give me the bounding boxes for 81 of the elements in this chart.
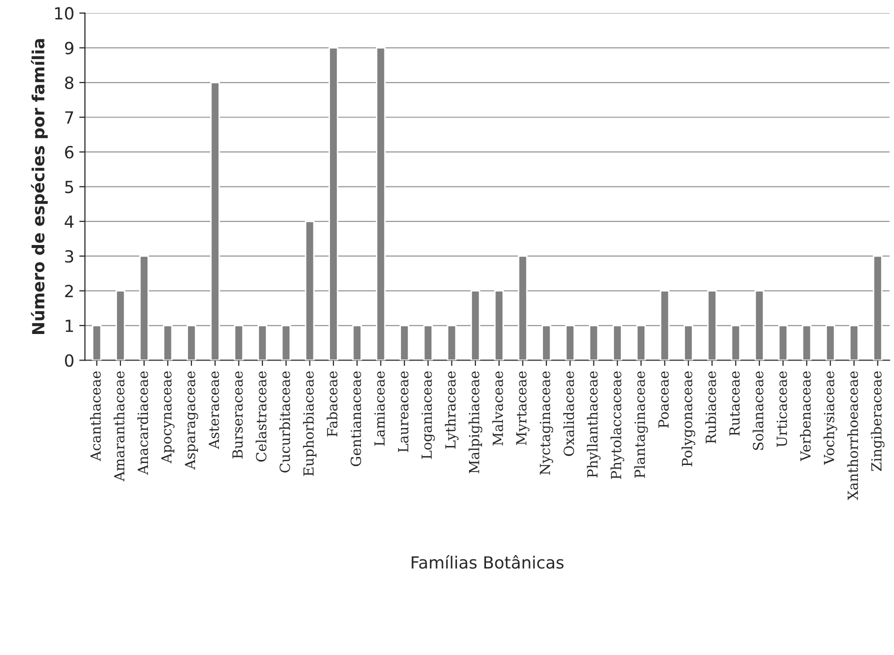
y-tick-label: 8 — [65, 76, 74, 90]
x-tick-label: Fabaceae — [326, 371, 338, 437]
x-axis-title: Famílias Botânicas — [412, 555, 564, 569]
x-tick-label: Nyctaginaceae — [540, 371, 554, 475]
bar — [684, 324, 694, 360]
x-tick-label: Rutaceae — [729, 371, 740, 436]
bar — [186, 324, 196, 360]
bar — [446, 324, 457, 360]
bar — [162, 324, 173, 360]
bar — [660, 290, 670, 360]
bar — [352, 324, 362, 360]
x-tick-label: Urticaceae — [776, 371, 788, 447]
bar — [565, 324, 575, 360]
bar — [872, 255, 883, 360]
bar — [92, 324, 102, 360]
y-tick-label: 4 — [64, 216, 74, 228]
x-tick-label: Anacardiaceae — [137, 371, 148, 475]
bar — [754, 290, 764, 360]
x-tick-label: Phyllanthaceae — [586, 371, 601, 478]
bar — [778, 324, 788, 360]
bar — [518, 255, 528, 360]
bar — [542, 324, 552, 360]
bar — [328, 47, 338, 360]
x-tick-label: Rubiaceae — [705, 371, 716, 444]
y-tick-label: 1 — [66, 320, 73, 332]
bar — [470, 290, 480, 360]
bar — [802, 324, 812, 360]
bar — [116, 290, 126, 360]
x-tick-label: Asparagaceae — [184, 371, 198, 470]
bar — [707, 290, 717, 360]
bar — [423, 324, 433, 360]
x-tick-label: Acanthaceae — [90, 371, 101, 462]
x-tick-label: Phytolaccaceae — [610, 371, 624, 480]
bar — [304, 220, 315, 360]
x-tick-label: Xanthorrhoeaceae — [847, 371, 858, 500]
x-tick-label: Celastraceae — [256, 371, 266, 462]
x-tick-label: Vochysiaceae — [824, 371, 838, 465]
bar — [400, 324, 410, 360]
bar — [494, 290, 504, 360]
y-tick-label: 10 — [55, 7, 74, 20]
x-tick-label: Zingiberaceae — [870, 371, 885, 471]
x-tick-label: Oxalidaceae — [563, 371, 574, 456]
x-tick-label: Euphorbiaceae — [303, 371, 316, 476]
x-tick-label: Verbenaceae — [800, 371, 811, 462]
x-tick-label: Polygonaceae — [682, 371, 696, 466]
y-tick-label: 0 — [65, 354, 74, 367]
bar — [826, 324, 836, 360]
y-tick-label: 7 — [65, 111, 74, 124]
x-tick-label: Laureaceae — [398, 371, 408, 452]
x-tick-label: Malpighiaceae — [468, 371, 482, 474]
x-tick-label: Lythraceae — [444, 371, 459, 449]
y-tick-label: 5 — [65, 180, 74, 194]
bar — [730, 324, 741, 360]
x-tick-label: Amaranthaceae — [114, 371, 124, 482]
bar — [210, 82, 220, 360]
x-tick-label: Plantaginaceae — [634, 371, 648, 478]
bar — [636, 324, 646, 360]
bar — [376, 47, 386, 360]
bar — [281, 324, 291, 360]
bar — [234, 324, 244, 360]
x-tick-label: Asteraceae — [208, 371, 220, 450]
bar — [588, 324, 599, 360]
x-tick-label: Cucurbitaceae — [279, 371, 290, 473]
x-tick-label: Burseraceae — [232, 371, 243, 458]
x-tick-label: Gentianaceae — [350, 371, 362, 466]
y-tick-label: 3 — [65, 250, 74, 263]
x-tick-label: Poaceae — [658, 371, 669, 428]
y-tick-label: 9 — [64, 42, 74, 54]
bar — [612, 324, 622, 360]
y-tick-label: 2 — [65, 284, 73, 298]
bar — [258, 324, 268, 360]
x-tick-label: Apocynaceae — [161, 371, 174, 464]
bar — [139, 255, 149, 360]
x-tick-label: Lamiaceae — [374, 371, 385, 446]
x-tick-label: Loganiaceae — [421, 371, 435, 459]
y-tick-label: 6 — [65, 146, 74, 159]
y-axis-title: Número de espécies por família — [30, 39, 48, 334]
bar — [849, 324, 859, 360]
x-tick-label: Myrtaceae — [516, 371, 530, 446]
x-tick-label: Malvaceae — [492, 371, 504, 446]
x-tick-label: Solanaceae — [752, 371, 764, 450]
